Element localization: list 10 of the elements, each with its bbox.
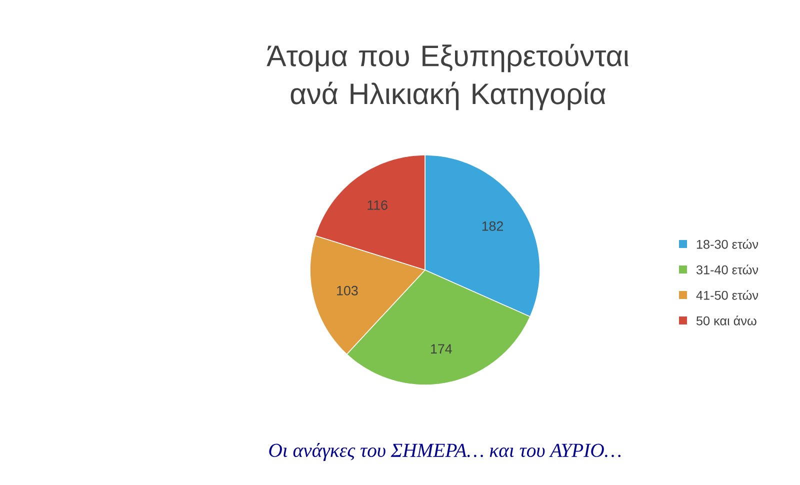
legend-label: 18-30 ετών: [696, 239, 758, 249]
chart-title: Άτομα που Εξυπηρετούνται ανά Ηλικιακή Κατηγορία: [266, 44, 629, 110]
legend-label: 31-40 ετών: [696, 264, 758, 274]
data-label: 174: [431, 344, 452, 354]
text: Οι ανάγκες του ΣΗΜΕΡΑ… και του ΑΥΡΙΟ…: [269, 442, 621, 462]
legend-label: 50 και άνω: [696, 316, 756, 326]
legend-label: 41-50 ετών: [696, 290, 758, 300]
data-label: 103: [337, 286, 358, 296]
data-label: 116: [368, 200, 388, 210]
data-label: 182: [482, 221, 503, 231]
